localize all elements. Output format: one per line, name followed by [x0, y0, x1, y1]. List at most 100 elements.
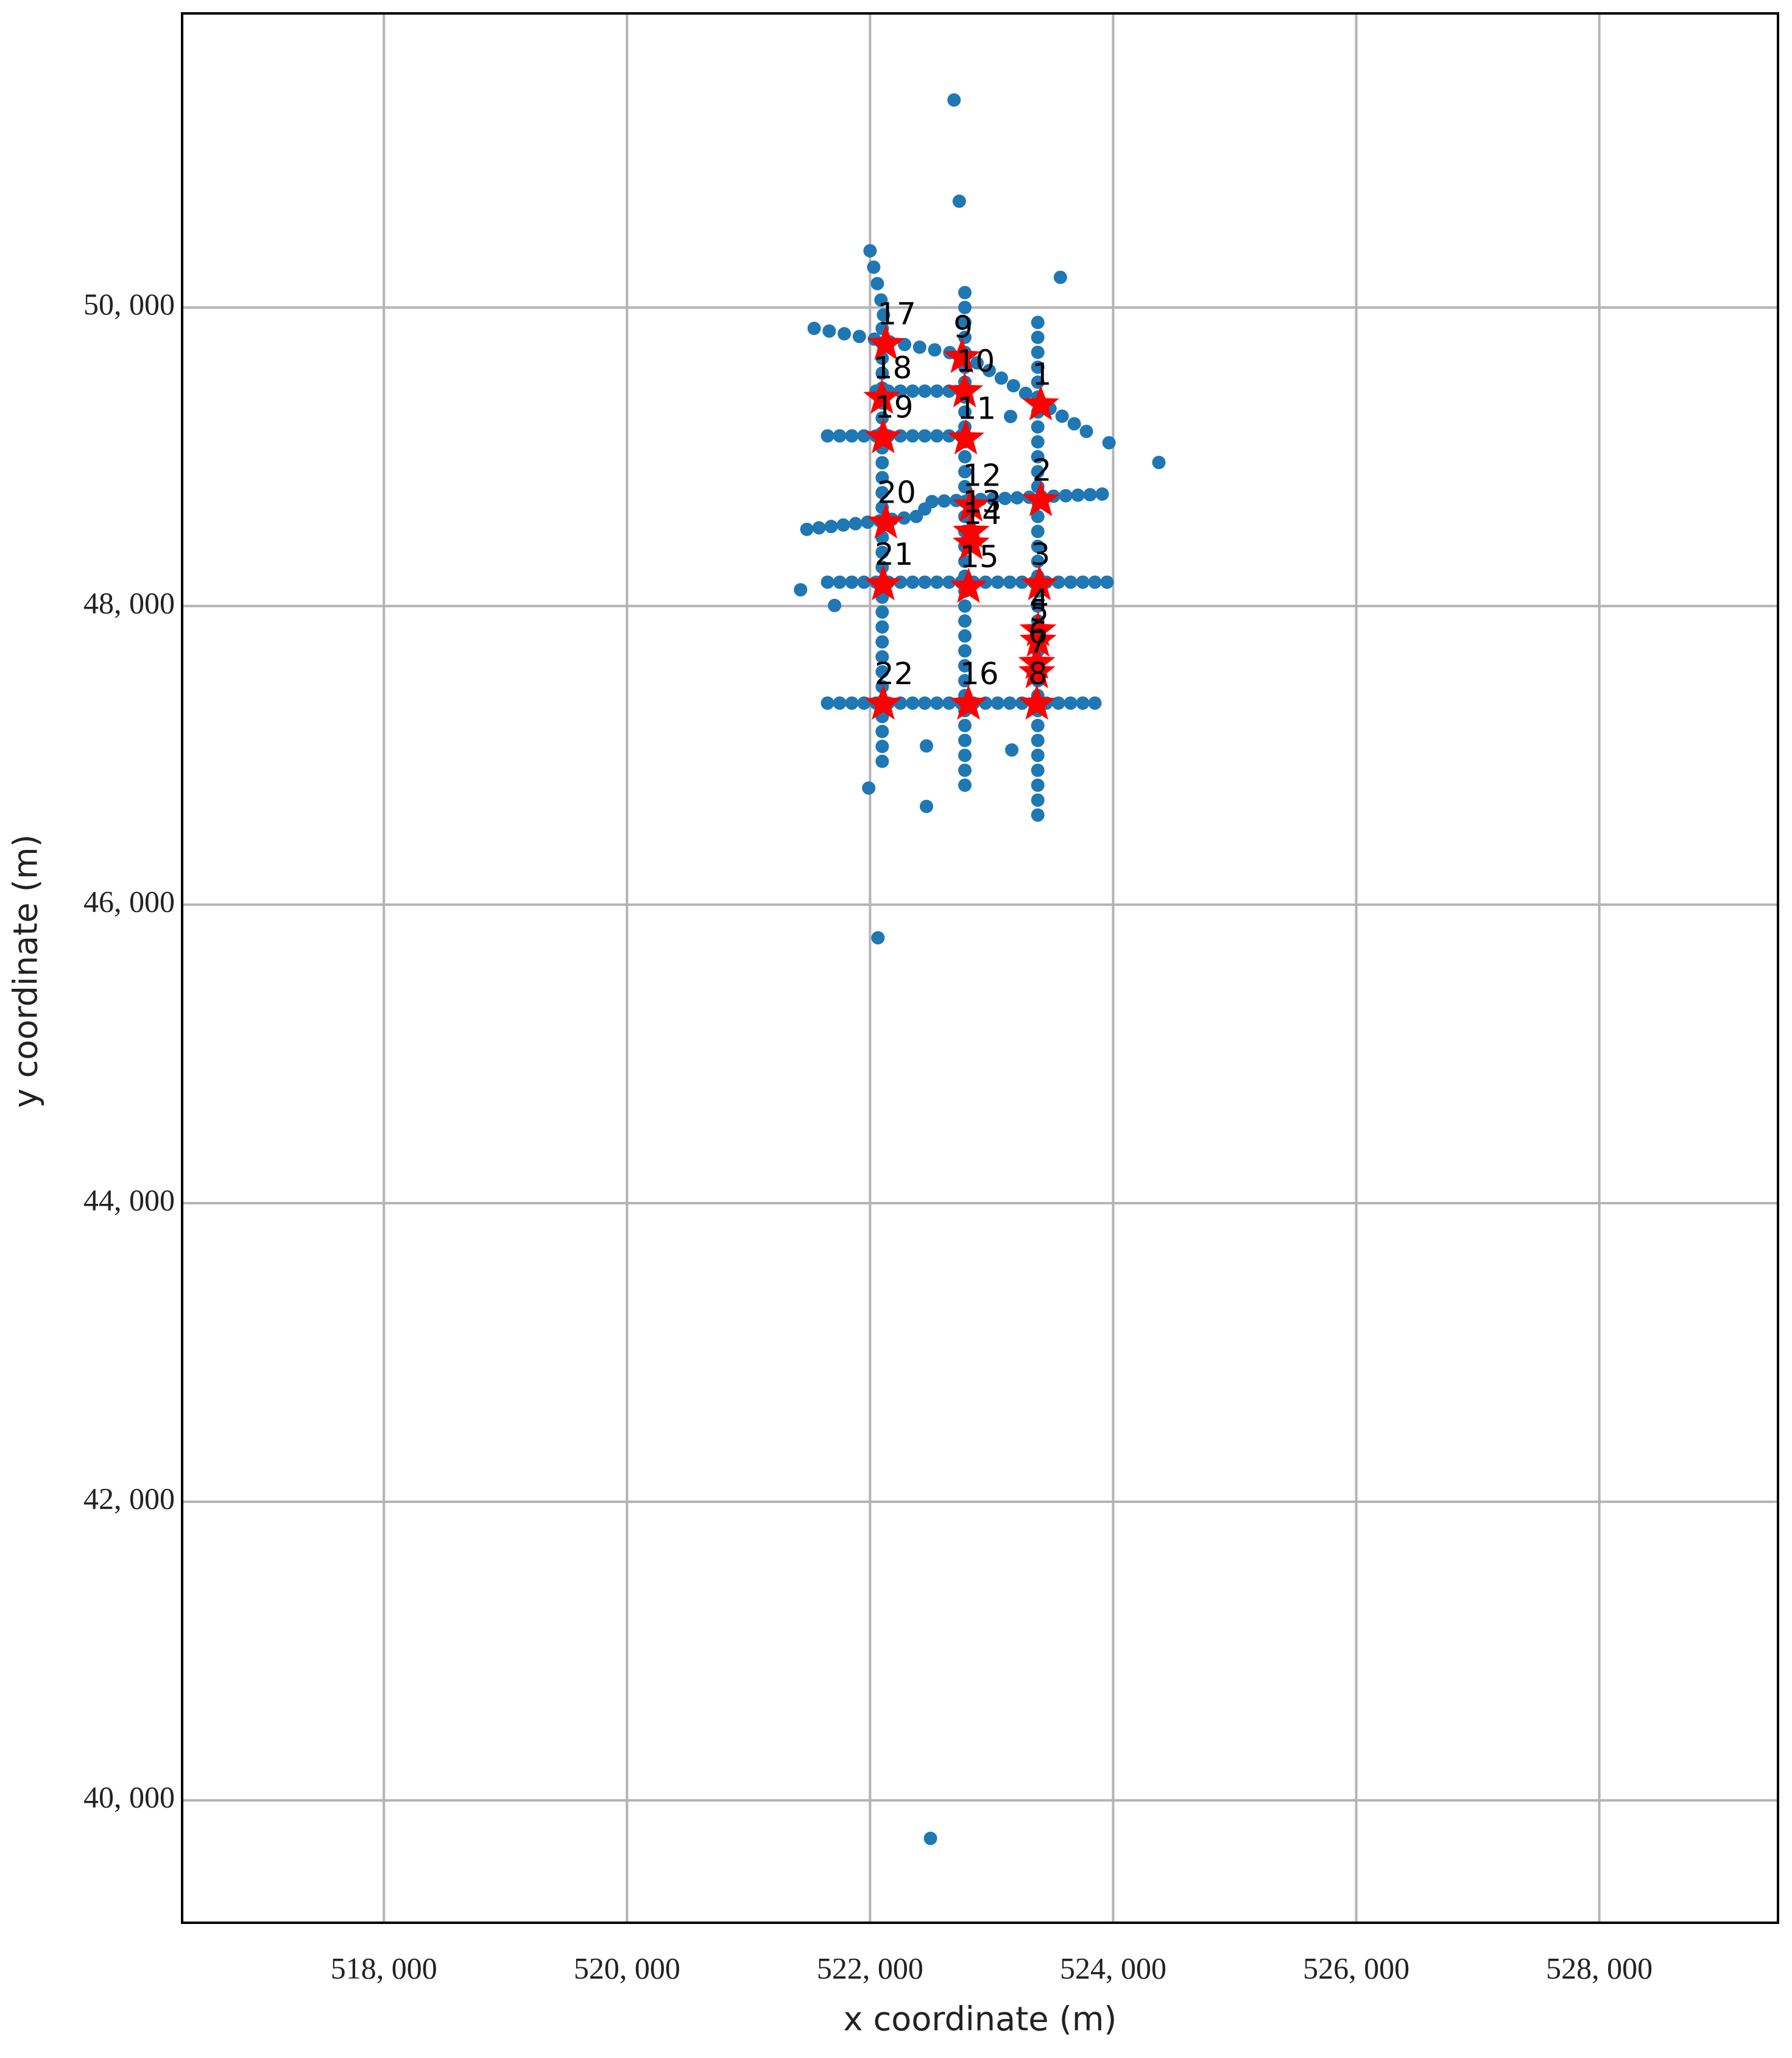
point — [845, 696, 859, 710]
point — [871, 931, 885, 945]
point — [906, 384, 920, 398]
point — [1031, 539, 1045, 553]
point — [875, 665, 889, 679]
point-label: 1 — [1032, 357, 1052, 392]
star-marker — [950, 684, 987, 720]
point — [990, 575, 1004, 589]
point — [994, 371, 1008, 385]
star-marker — [1020, 565, 1058, 601]
point-label: 12 — [962, 458, 1001, 493]
point — [1051, 575, 1065, 589]
point-label: 9 — [953, 309, 973, 345]
star-marker — [943, 338, 981, 373]
point — [958, 286, 972, 300]
point — [1051, 696, 1065, 710]
point — [958, 748, 972, 762]
point — [807, 322, 821, 336]
point — [875, 724, 889, 738]
star-marker — [864, 684, 902, 720]
point — [875, 560, 889, 575]
point — [1095, 487, 1109, 501]
point — [958, 718, 972, 732]
point — [875, 471, 889, 485]
point — [958, 659, 972, 673]
point — [875, 650, 889, 664]
point-label: 17 — [877, 296, 916, 331]
point-label: 18 — [873, 350, 912, 386]
point-label: 8 — [1028, 656, 1048, 691]
point-label: 22 — [875, 656, 914, 691]
point — [857, 575, 871, 589]
point — [1031, 509, 1045, 523]
point — [918, 696, 932, 710]
y-axis-label: y coordinate (m) — [7, 834, 45, 1108]
star-marker — [1022, 481, 1059, 517]
point — [1031, 316, 1045, 330]
point — [1031, 599, 1045, 613]
point — [1031, 330, 1045, 344]
point — [838, 327, 852, 341]
star-marker — [950, 567, 987, 603]
point — [1088, 696, 1102, 710]
point — [920, 739, 934, 753]
x-axis-label: x coordinate (m) — [843, 2000, 1116, 2039]
point-label: 6 — [1028, 615, 1048, 651]
point — [958, 405, 972, 419]
point — [1064, 696, 1078, 710]
point — [794, 583, 808, 597]
x-tick-label: 526, 000 — [1303, 1951, 1409, 1985]
point — [800, 522, 814, 536]
point — [1018, 386, 1032, 400]
point — [1031, 465, 1045, 479]
point — [874, 293, 888, 307]
point — [958, 316, 972, 330]
point — [920, 799, 934, 813]
point — [958, 599, 972, 613]
point — [958, 644, 972, 658]
point-label: 20 — [877, 475, 916, 511]
star-marker — [1018, 652, 1056, 688]
point — [1067, 417, 1081, 431]
point — [877, 308, 891, 322]
point — [958, 465, 972, 479]
point — [1083, 487, 1097, 501]
point — [918, 384, 932, 398]
star-marker — [864, 565, 902, 601]
point-label: 3 — [1031, 537, 1050, 572]
point — [875, 740, 889, 754]
point — [820, 696, 834, 710]
y-tick-label: 48, 000 — [83, 585, 175, 620]
star-marker — [1019, 621, 1057, 657]
point-label: 15 — [960, 539, 999, 575]
point — [952, 194, 966, 208]
point — [1031, 450, 1045, 464]
point — [906, 696, 920, 710]
point — [925, 495, 939, 509]
point — [875, 456, 889, 470]
point — [845, 429, 859, 443]
point — [875, 366, 889, 380]
point-label: 19 — [875, 390, 914, 425]
point — [906, 429, 920, 443]
point — [958, 629, 972, 643]
star-marker — [953, 524, 990, 560]
point — [820, 575, 834, 589]
point-label: 16 — [960, 656, 999, 691]
point — [912, 340, 926, 354]
point — [1031, 718, 1045, 732]
point — [875, 635, 889, 649]
point — [875, 486, 889, 500]
star-marker — [867, 325, 905, 360]
point — [875, 620, 889, 634]
point — [1076, 696, 1090, 710]
point — [1003, 575, 1017, 589]
x-tick-label: 528, 000 — [1546, 1951, 1653, 1985]
point — [1003, 696, 1017, 710]
point — [1053, 271, 1067, 285]
point — [822, 324, 836, 338]
point — [958, 300, 972, 314]
point — [906, 575, 920, 589]
point — [833, 575, 847, 589]
point — [982, 364, 996, 378]
